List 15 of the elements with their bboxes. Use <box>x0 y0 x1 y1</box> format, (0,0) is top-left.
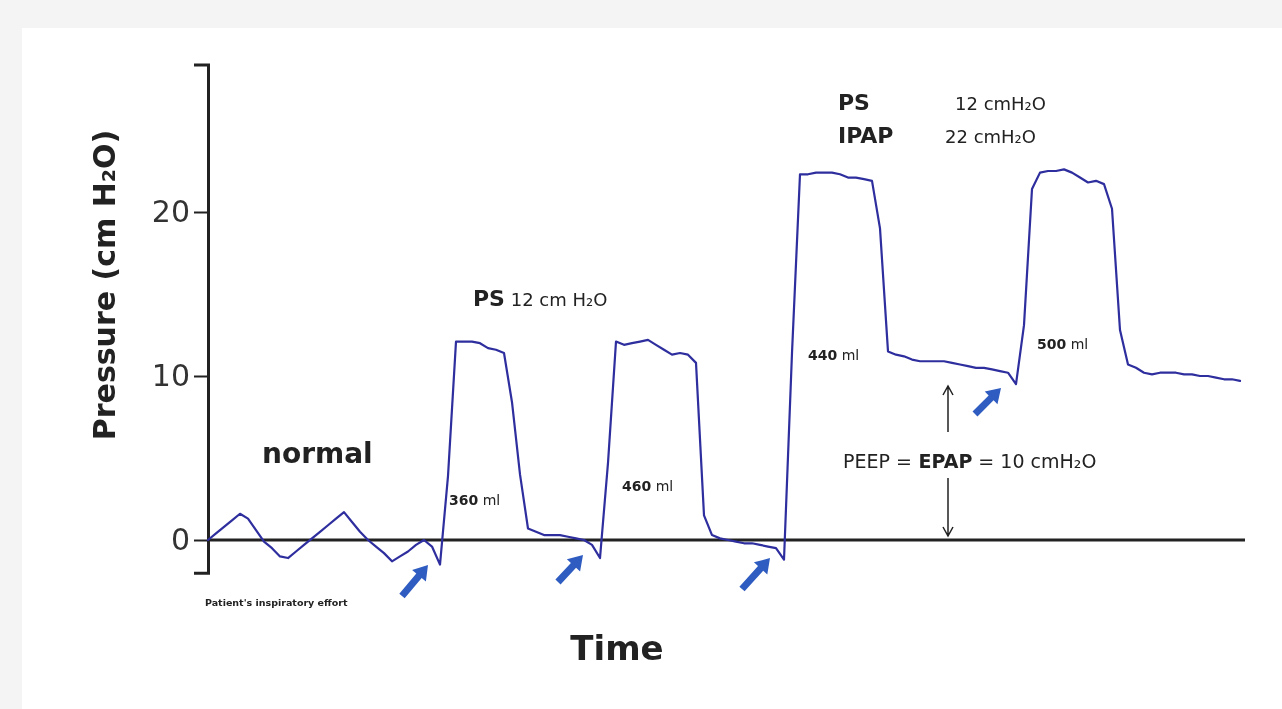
annotation: 360 ml <box>449 492 501 508</box>
annotation: PEEP = EPAP = 10 cmH₂O <box>843 450 1097 472</box>
y-tick-label: 20 <box>151 194 190 230</box>
y-tick-label: 0 <box>170 522 190 558</box>
annotation: 460 ml <box>622 478 674 494</box>
y-axis-title: Pressure (cm H₂O) <box>87 129 122 441</box>
annotation: normal <box>262 437 373 470</box>
y-tick-label: 10 <box>151 358 190 394</box>
annotation: 440 ml <box>808 347 860 363</box>
x-axis-title: Time <box>570 628 664 668</box>
text: Patient's inspiratory effort <box>205 597 348 608</box>
annotation: PS 12 cm H₂O <box>473 286 608 311</box>
text: PS 12 cmH₂O <box>838 90 1046 115</box>
text: IPAP 22 cmH₂O <box>838 123 1036 148</box>
annotation: 500 ml <box>1037 336 1089 352</box>
